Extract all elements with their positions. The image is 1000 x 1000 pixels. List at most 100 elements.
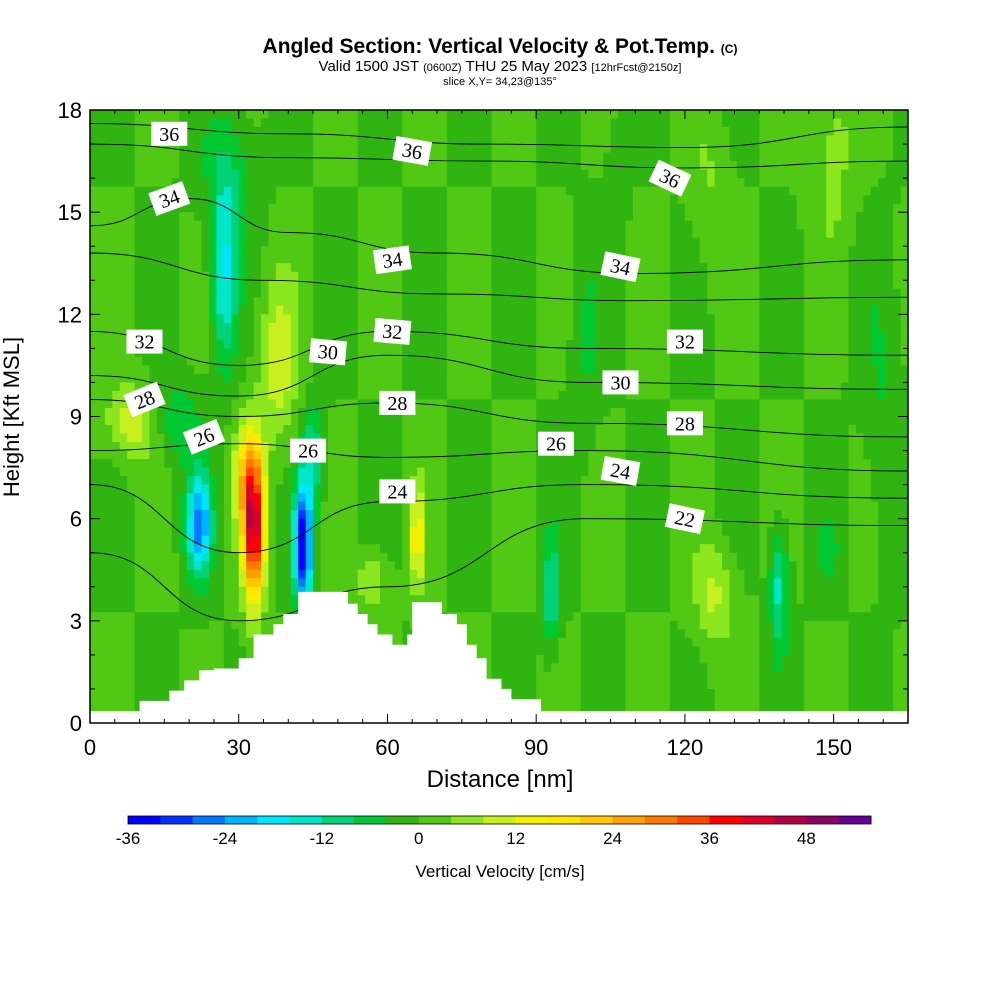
- field-cell: [402, 450, 411, 460]
- field-cell: [707, 144, 716, 154]
- field-cell: [194, 118, 203, 128]
- field-cell: [499, 229, 508, 239]
- field-cell: [261, 416, 270, 426]
- field-cell: [610, 322, 619, 332]
- field-cell: [811, 127, 820, 137]
- field-cell: [253, 288, 262, 298]
- field-cell: [149, 178, 158, 188]
- field-cell: [298, 280, 307, 290]
- field-cell: [149, 203, 158, 213]
- field-cell: [729, 178, 738, 188]
- field-cell: [595, 416, 604, 426]
- field-cell: [699, 433, 708, 443]
- field-cell: [655, 280, 664, 290]
- field-cell: [900, 118, 908, 128]
- field-cell: [528, 161, 537, 171]
- field-cell: [313, 178, 322, 188]
- field-cell: [372, 339, 381, 349]
- field-cell: [484, 416, 493, 426]
- field-cell: [841, 169, 850, 179]
- field-cell: [662, 229, 671, 239]
- field-cell: [104, 322, 113, 332]
- field-cell: [104, 178, 113, 188]
- field-cell: [142, 373, 151, 384]
- field-cell: [855, 467, 864, 477]
- field-cell: [387, 373, 396, 384]
- field-cell: [461, 254, 470, 264]
- field-cell: [818, 425, 827, 435]
- field-cell: [179, 297, 188, 307]
- field-cell: [350, 178, 359, 188]
- field-cell: [275, 237, 284, 247]
- field-cell: [811, 339, 820, 349]
- field-cell: [580, 322, 589, 332]
- field-cell: [588, 246, 597, 256]
- field-cell: [357, 442, 366, 452]
- field-cell: [320, 390, 329, 401]
- field-cell: [699, 195, 708, 205]
- field-cell: [261, 476, 270, 486]
- field-cell: [655, 212, 664, 222]
- field-cell: [491, 322, 500, 332]
- field-cell: [506, 212, 515, 222]
- field-cell: [900, 169, 908, 179]
- field-cell: [97, 229, 106, 239]
- field-cell: [275, 229, 284, 239]
- field-cell: [610, 416, 619, 426]
- field-cell: [446, 152, 455, 162]
- field-cell: [580, 203, 589, 213]
- field-cell: [699, 442, 708, 452]
- field-cell: [90, 356, 99, 367]
- field-cell: [588, 331, 597, 341]
- field-cell: [625, 246, 634, 256]
- field-cell: [208, 178, 218, 188]
- field-cell: [194, 399, 203, 409]
- field-cell: [313, 425, 322, 435]
- field-cell: [97, 450, 106, 460]
- field-cell: [744, 339, 753, 349]
- field-cell: [171, 263, 180, 273]
- field-cell: [171, 390, 180, 401]
- field-cell: [580, 288, 589, 298]
- field-cell: [714, 467, 723, 477]
- field-cell: [491, 152, 500, 162]
- field-cell: [640, 322, 649, 332]
- field-cell: [803, 203, 812, 213]
- field-cell: [261, 110, 270, 120]
- field-cell: [670, 152, 679, 162]
- field-cell: [142, 195, 151, 205]
- field-cell: [707, 467, 716, 477]
- field-cell: [684, 305, 693, 315]
- field-cell: [580, 399, 589, 409]
- field-cell: [179, 280, 188, 290]
- field-cell: [313, 382, 322, 392]
- field-cell: [878, 442, 887, 452]
- field-cell: [699, 399, 708, 409]
- field-cell: [476, 390, 485, 401]
- field-cell: [380, 305, 389, 315]
- field-cell: [759, 450, 768, 460]
- field-cell: [380, 459, 389, 469]
- field-cell: [186, 127, 195, 137]
- field-cell: [171, 297, 180, 307]
- field-cell: [484, 161, 493, 171]
- field-cell: [521, 203, 530, 213]
- field-cell: [841, 305, 850, 315]
- field-cell: [900, 178, 908, 188]
- field-cell: [692, 433, 701, 443]
- field-cell: [878, 305, 887, 315]
- field-cell: [446, 322, 455, 332]
- field-cell: [617, 314, 627, 324]
- field-cell: [461, 144, 470, 154]
- field-cell: [625, 331, 634, 341]
- field-cell: [655, 425, 664, 435]
- field-cell: [640, 280, 649, 290]
- field-cell: [670, 484, 679, 494]
- field-cell: [461, 195, 470, 205]
- field-cell: [848, 442, 857, 452]
- field-cell: [127, 203, 136, 213]
- field-cell: [885, 169, 894, 179]
- field-cell: [714, 254, 723, 264]
- field-cell: [841, 280, 850, 290]
- field-cell: [365, 263, 374, 273]
